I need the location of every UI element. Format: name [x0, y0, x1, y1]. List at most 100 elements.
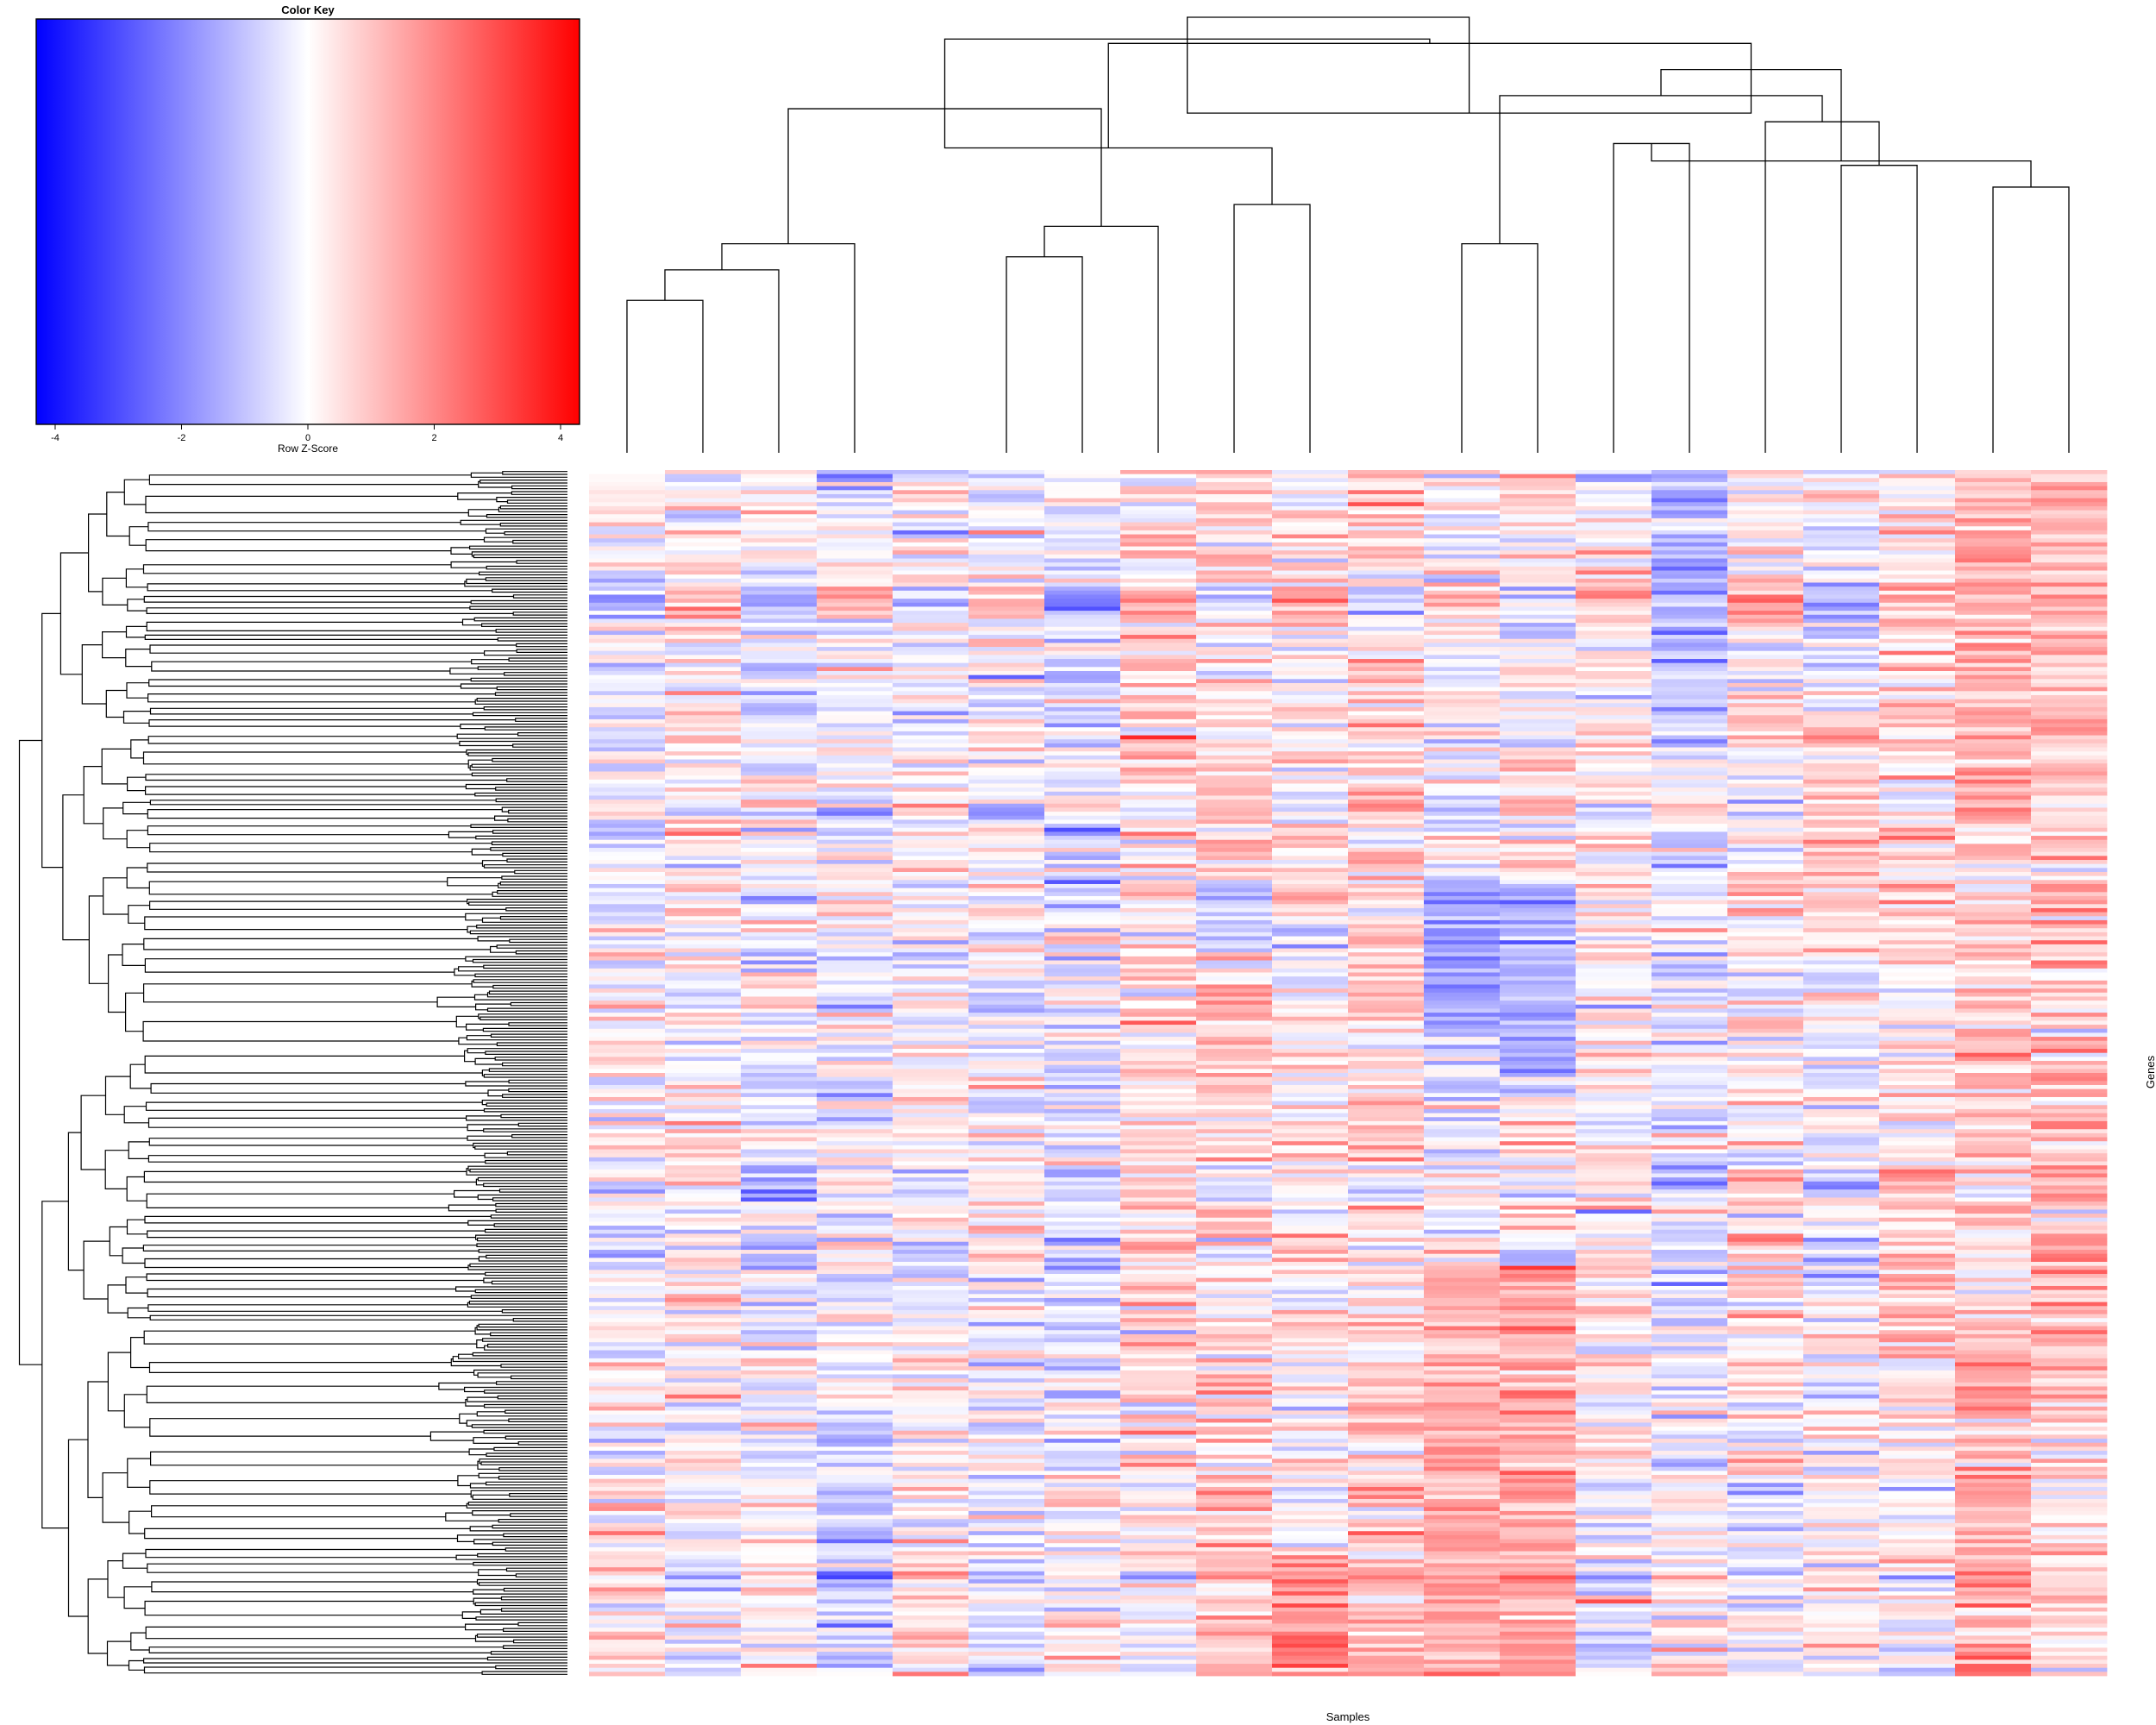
heatmap-cell: [1120, 554, 1197, 559]
heatmap-cell: [1424, 919, 1501, 925]
heatmap-cell: [1044, 1181, 1121, 1186]
heatmap-cell: [1651, 812, 1728, 817]
heatmap-cell: [1120, 518, 1197, 523]
heatmap-cell: [741, 1611, 818, 1616]
heatmap-cell: [1651, 775, 1728, 781]
row-dendrogram-branch: [486, 1254, 567, 1259]
heatmap-cell: [968, 775, 1045, 781]
heatmap-cell: [968, 1149, 1045, 1154]
row-dendrogram-branch: [429, 1431, 485, 1441]
heatmap-cell: [1272, 1217, 1349, 1222]
heatmap-cell: [1424, 815, 1501, 820]
heatmap-cell: [1576, 635, 1652, 640]
heatmap-cell: [1120, 916, 1197, 921]
heatmap-cell: [665, 1270, 742, 1275]
heatmap-cell: [1348, 775, 1425, 781]
heatmap-cell: [1120, 1105, 1197, 1110]
heatmap-cell: [1120, 1378, 1197, 1383]
heatmap-cell: [665, 602, 742, 607]
heatmap-cell: [1424, 1418, 1501, 1423]
heatmap-cell: [1576, 542, 1652, 547]
heatmap-cell: [1576, 1000, 1652, 1006]
row-dendrogram-branch: [128, 1510, 152, 1534]
heatmap-cell: [1196, 1258, 1273, 1263]
heatmap-cell: [1120, 1486, 1197, 1492]
heatmap-cell: [1196, 839, 1273, 844]
heatmap-cell: [817, 848, 893, 853]
heatmap-cell: [1196, 919, 1273, 925]
heatmap-cell: [665, 662, 742, 668]
heatmap-cell: [1576, 747, 1652, 752]
heatmap-cell: [1120, 1132, 1197, 1138]
heatmap-cell: [1651, 1096, 1728, 1102]
heatmap-cell: [1044, 1044, 1121, 1050]
heatmap-cell: [1120, 1277, 1197, 1283]
heatmap-cell: [1500, 819, 1576, 825]
row-dendrogram-branch: [477, 666, 567, 670]
heatmap-cell: [1044, 1502, 1121, 1508]
heatmap-cell: [1424, 996, 1501, 1001]
heatmap-cell: [1196, 1571, 1273, 1576]
heatmap-cell: [1651, 1185, 1728, 1190]
heatmap-cell: [1500, 1539, 1576, 1544]
heatmap-cell: [968, 924, 1045, 929]
heatmap-cell: [968, 1635, 1045, 1640]
heatmap-cell: [1120, 1245, 1197, 1251]
heatmap-cell: [589, 875, 666, 881]
heatmap-cell: [893, 1370, 969, 1375]
heatmap-cell: [1424, 1084, 1501, 1090]
heatmap-cell: [1272, 1250, 1349, 1255]
heatmap-cell: [665, 944, 742, 949]
heatmap-cell: [1272, 659, 1349, 664]
heatmap-cell: [1576, 932, 1652, 937]
heatmap-cell: [968, 1285, 1045, 1291]
heatmap-cell: [1044, 1064, 1121, 1070]
heatmap-cell: [817, 1451, 893, 1456]
heatmap-cell: [665, 1321, 742, 1327]
heatmap-cell: [1348, 1442, 1425, 1447]
row-dendrogram-branch: [122, 711, 151, 724]
heatmap-cell: [1120, 1321, 1197, 1327]
heatmap-cell: [1272, 759, 1349, 764]
heatmap-cell: [665, 1531, 742, 1536]
heatmap-cell: [1044, 1032, 1121, 1038]
heatmap-cell: [1120, 1318, 1197, 1323]
heatmap-cell: [1651, 1181, 1728, 1186]
heatmap-cell: [1120, 1028, 1197, 1033]
heatmap-cell: [1424, 1096, 1501, 1102]
heatmap-cell: [893, 1185, 969, 1190]
heatmap-cell: [1272, 916, 1349, 921]
row-dendrogram-branch: [146, 1273, 486, 1282]
heatmap-cell: [1120, 848, 1197, 853]
heatmap-cell: [1196, 1321, 1273, 1327]
heatmap-cell: [589, 1490, 666, 1496]
heatmap-cell: [817, 1197, 893, 1202]
heatmap-cell: [1348, 992, 1425, 997]
heatmap-cell: [1196, 1563, 1273, 1568]
row-dendrogram-branch: [130, 1632, 150, 1651]
heatmap-cell: [1500, 505, 1576, 511]
heatmap-cell: [1576, 1057, 1652, 1062]
heatmap-cell: [665, 956, 742, 961]
heatmap-cell: [1196, 611, 1273, 616]
heatmap-cell: [1348, 836, 1425, 841]
heatmap-cell: [1044, 493, 1121, 499]
heatmap-cell: [1348, 550, 1425, 555]
heatmap-cell: [1120, 514, 1197, 519]
heatmap-cell: [1576, 550, 1652, 555]
heatmap-cell: [1576, 674, 1652, 680]
heatmap-cell: [1651, 1587, 1728, 1592]
heatmap-cell: [893, 1378, 969, 1383]
heatmap-cell: [1500, 1037, 1576, 1042]
heatmap-cell: [893, 546, 969, 551]
heatmap-cell: [1196, 618, 1273, 624]
column-dendrogram-branch: [1840, 165, 1918, 453]
heatmap-cell: [665, 667, 742, 672]
heatmap-cell: [968, 481, 1045, 487]
heatmap-cell: [1500, 1378, 1576, 1383]
heatmap-cell: [893, 490, 969, 495]
heatmap-cell: [1196, 1037, 1273, 1042]
heatmap-cell: [1272, 558, 1349, 563]
heatmap-cell: [1044, 1430, 1121, 1435]
heatmap-cell: [665, 872, 742, 877]
